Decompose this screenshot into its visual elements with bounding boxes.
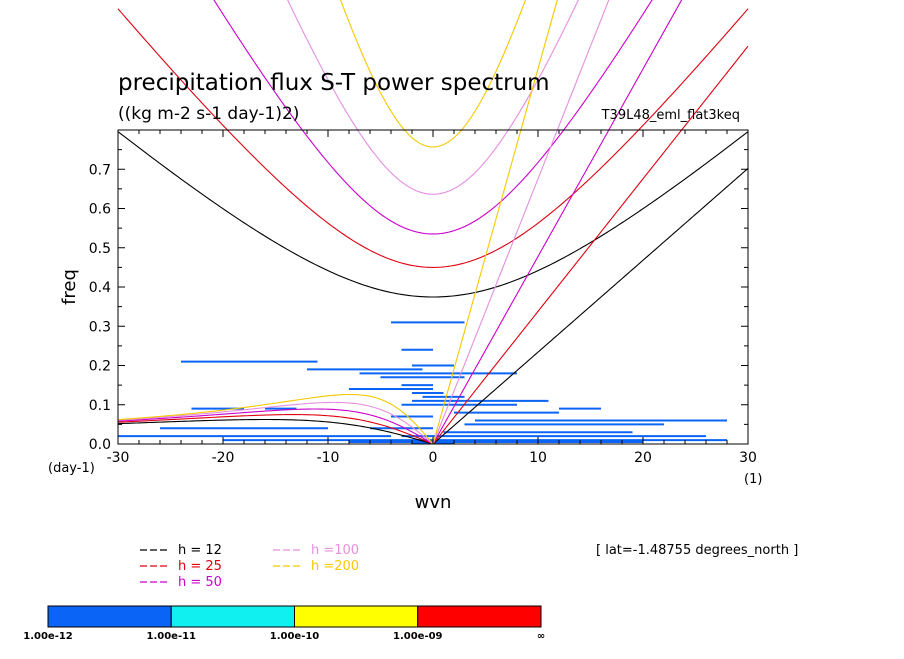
y-tick-label: 0.4 <box>89 280 111 296</box>
x-axis-label: wvn <box>415 492 452 513</box>
y-tick-label: 0.7 <box>89 162 111 178</box>
axis-ticks: -30 -20 -10 0 10 20 30 0.0 0.1 0.2 0.3 0.4 0.5 0.6 0.7 <box>89 130 757 466</box>
x-tick-label: -30 <box>107 450 130 466</box>
dispersion-curve-er-h50 <box>117 408 434 444</box>
colorbar-label: 1.00e-11 <box>146 631 196 642</box>
legend-label: h = 50 <box>178 575 222 590</box>
x-tick-label: 10 <box>529 450 547 466</box>
y-tick-label: 0.3 <box>89 319 111 335</box>
dispersion-curve-kelvin-h100 <box>432 0 610 444</box>
legend-label: h =200 <box>311 559 359 574</box>
x-tick-label: 30 <box>739 450 757 466</box>
dispersion-curve-ig-h12 <box>117 131 749 298</box>
x-unit-label: (1) <box>744 472 762 487</box>
y-tick-label: 0.1 <box>89 398 111 414</box>
colorbar-swatch <box>170 605 295 628</box>
dispersion-curve-er-h200 <box>117 393 434 444</box>
x-tick-label: 0 <box>429 450 438 466</box>
x-tick-label: -10 <box>317 450 340 466</box>
y-axis-label: freq <box>59 269 80 305</box>
legend-label: h = 12 <box>178 543 222 558</box>
dispersion-curve-er-h25 <box>117 414 434 444</box>
colorbar-label: 1.00e-09 <box>393 631 443 642</box>
y-tick-label: 0.6 <box>89 202 111 218</box>
colorbar: 1.00e-12 1.00e-11 1.00e-10 1.00e-09 ∞ <box>23 605 545 642</box>
power-heatmap <box>118 321 727 444</box>
chart-subtitle: ((kg m-2 s-1 day-1)2) <box>118 104 299 124</box>
dispersion-curve-kelvin-h50 <box>432 0 683 444</box>
legend-label: h =100 <box>311 543 359 558</box>
dispersion-curves <box>117 0 749 444</box>
dispersion-curve-kelvin-h25 <box>432 45 749 444</box>
y-tick-label: 0.0 <box>89 437 111 453</box>
y-unit-label: (day-1) <box>48 461 95 476</box>
colorbar-swatch <box>417 605 542 628</box>
dispersion-curve-er-h12 <box>117 418 434 444</box>
x-tick-label: -20 <box>212 450 235 466</box>
colorbar-label: ∞ <box>537 631 545 642</box>
dispersion-curve-kelvin-h12 <box>432 167 749 444</box>
dispersion-curve-ig-h50 <box>213 0 653 235</box>
legend-label: h = 25 <box>178 559 222 574</box>
colorbar-swatch <box>294 605 419 628</box>
dispersion-curve-ig-h200 <box>340 0 526 148</box>
y-tick-label: 0.2 <box>89 359 111 375</box>
y-tick-label: 0.5 <box>89 241 111 257</box>
colorbar-label: 1.00e-12 <box>23 631 73 642</box>
dispersion-curve-kelvin-h200 <box>432 0 558 444</box>
x-tick-label: 20 <box>634 450 652 466</box>
dispersion-curve-ig-h100 <box>287 0 579 195</box>
dispersion-curve-ig-h25 <box>117 8 749 268</box>
chart-title: precipitation flux S-T power spectrum <box>118 70 550 96</box>
colorbar-swatch <box>47 605 172 628</box>
run-label: T39L48_eml_flat3keq <box>601 108 740 123</box>
colorbar-label: 1.00e-10 <box>270 631 320 642</box>
dispersion-curve-er-h100 <box>117 401 434 444</box>
latitude-label: [ lat=-1.48755 degrees_north ] <box>596 543 798 558</box>
